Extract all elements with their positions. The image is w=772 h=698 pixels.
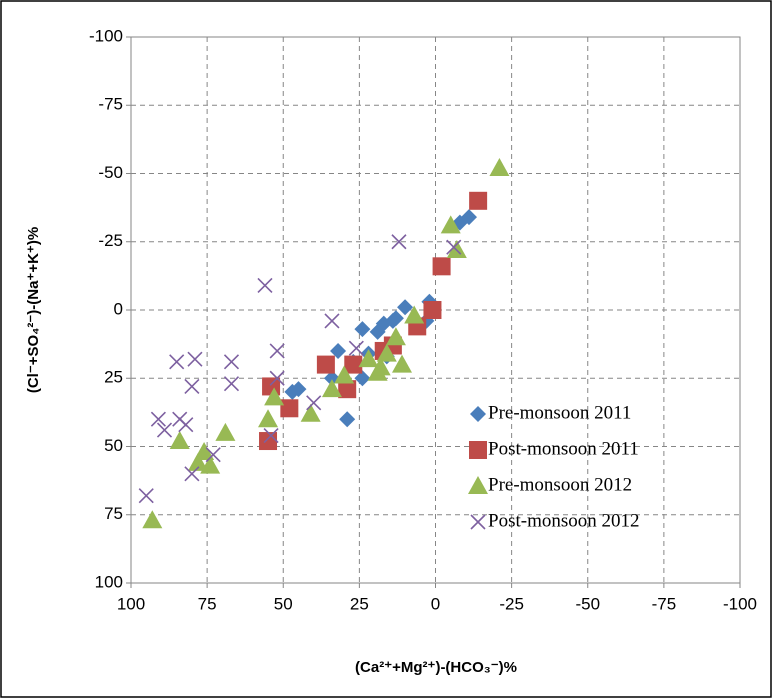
point — [354, 370, 371, 387]
point — [338, 380, 357, 399]
y-tick-label: 100 — [95, 572, 123, 591]
point — [432, 257, 451, 276]
point — [138, 488, 154, 504]
point — [215, 422, 236, 441]
point — [370, 357, 391, 376]
point — [376, 343, 397, 362]
point — [257, 277, 273, 293]
point — [172, 411, 188, 427]
point — [187, 452, 208, 471]
point — [300, 403, 321, 422]
y-tick-label: -75 — [98, 95, 123, 114]
point — [223, 354, 240, 370]
point — [392, 354, 413, 373]
x-tick-label: 75 — [198, 594, 217, 613]
point — [404, 305, 425, 324]
point — [205, 447, 221, 463]
point — [344, 355, 363, 374]
x-tick-label: -50 — [575, 594, 600, 613]
legend-label: Post-monsoon 2012 — [488, 510, 640, 531]
point — [156, 422, 173, 438]
point — [339, 411, 356, 428]
point — [385, 327, 406, 346]
point — [269, 370, 285, 386]
point — [354, 321, 371, 338]
y-tick-label: -100 — [89, 26, 123, 45]
y-tick-label: 25 — [104, 368, 123, 387]
y-tick-label: -25 — [98, 231, 123, 250]
legend-marker — [469, 441, 487, 459]
legend-marker — [468, 476, 488, 494]
point — [330, 342, 347, 359]
point — [184, 466, 200, 482]
y-tick-label: 0 — [114, 299, 123, 318]
x-tick-label: 25 — [350, 594, 369, 613]
point — [316, 355, 335, 374]
point — [262, 377, 281, 396]
point — [397, 299, 414, 316]
point — [440, 215, 461, 234]
point — [446, 239, 462, 255]
legend-label: Post-monsoon 2011 — [488, 438, 639, 459]
y-tick-label: 50 — [104, 436, 123, 455]
point — [264, 387, 285, 406]
x-tick-label: 0 — [431, 594, 440, 613]
y-tick-label: 75 — [104, 504, 123, 523]
point — [423, 301, 442, 319]
x-axis-title: (Ca²⁺+Mg²⁺)-(HCO₃⁻)% — [355, 659, 517, 676]
x-tick-label: -100 — [723, 594, 757, 613]
point — [348, 340, 364, 356]
point — [324, 313, 340, 329]
x-tick-label: 100 — [117, 594, 145, 613]
point — [334, 365, 355, 384]
legend-marker — [470, 514, 486, 530]
point — [259, 432, 278, 451]
point — [358, 349, 379, 368]
x-tick-label: -25 — [499, 594, 524, 613]
point — [187, 351, 203, 367]
plot-border — [130, 36, 741, 584]
y-axis-title: (Cl⁻+SO₄²⁻)-(Na⁺+K⁺)% — [25, 227, 42, 393]
point — [284, 383, 301, 400]
point — [200, 455, 221, 474]
legend-marker — [470, 406, 486, 422]
point — [150, 411, 166, 427]
point — [269, 343, 285, 359]
legend-label: Pre-monsoon 2012 — [488, 474, 632, 495]
point — [223, 376, 240, 392]
point — [263, 428, 279, 444]
point — [321, 379, 342, 398]
point — [142, 510, 163, 529]
point — [280, 399, 299, 418]
point — [169, 431, 190, 450]
x-tick-label: 50 — [274, 594, 293, 613]
point — [391, 234, 407, 250]
point — [446, 239, 467, 258]
legend-label: Pre-monsoon 2011 — [488, 402, 631, 423]
point — [184, 378, 200, 395]
point — [169, 354, 185, 370]
x-tick-label: -75 — [652, 594, 677, 613]
point — [489, 158, 510, 177]
y-tick-label: -50 — [98, 163, 123, 182]
point — [469, 191, 488, 210]
point — [369, 323, 386, 340]
point — [258, 409, 279, 428]
point — [306, 395, 322, 411]
